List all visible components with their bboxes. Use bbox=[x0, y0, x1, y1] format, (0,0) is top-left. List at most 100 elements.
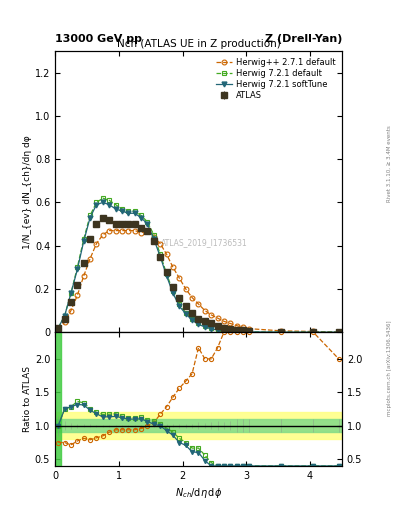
Herwig 7.2.1 softTune bbox=[202, 324, 207, 330]
Herwig 7.2.1 default bbox=[56, 325, 61, 331]
Herwig 7.2.1 default bbox=[311, 329, 316, 335]
Herwig++ 2.7.1 default bbox=[184, 286, 188, 292]
Herwig 7.2.1 softTune bbox=[184, 311, 188, 317]
Herwig 7.2.1 default bbox=[119, 206, 124, 212]
Herwig 7.2.1 default bbox=[62, 313, 67, 319]
Herwig++ 2.7.1 default bbox=[311, 328, 316, 334]
Herwig++ 2.7.1 default bbox=[56, 326, 61, 332]
Herwig++ 2.7.1 default bbox=[171, 264, 175, 270]
Herwig 7.2.1 default bbox=[171, 288, 175, 294]
Y-axis label: Ratio to ATLAS: Ratio to ATLAS bbox=[23, 366, 32, 432]
Line: Herwig 7.2.1 softTune: Herwig 7.2.1 softTune bbox=[56, 200, 341, 334]
Herwig++ 2.7.1 default bbox=[241, 324, 246, 330]
Herwig 7.2.1 default bbox=[177, 301, 182, 307]
Herwig++ 2.7.1 default bbox=[119, 227, 124, 233]
Herwig 7.2.1 softTune bbox=[119, 208, 124, 214]
Herwig++ 2.7.1 default bbox=[222, 318, 226, 325]
Herwig++ 2.7.1 default bbox=[69, 308, 73, 314]
Herwig 7.2.1 default bbox=[151, 232, 156, 238]
Herwig 7.2.1 default bbox=[336, 329, 341, 335]
Herwig 7.2.1 default bbox=[139, 212, 143, 219]
Text: Z (Drell-Yan): Z (Drell-Yan) bbox=[264, 33, 342, 44]
Herwig 7.2.1 softTune bbox=[171, 290, 175, 296]
Herwig 7.2.1 softTune bbox=[215, 327, 220, 333]
Herwig 7.2.1 default bbox=[158, 251, 163, 258]
Herwig 7.2.1 softTune bbox=[81, 238, 86, 244]
Herwig 7.2.1 default bbox=[126, 208, 131, 214]
Herwig 7.2.1 default bbox=[132, 208, 137, 214]
Herwig 7.2.1 default bbox=[164, 271, 169, 277]
Bar bbox=[55, 419, 342, 433]
Herwig 7.2.1 softTune bbox=[126, 210, 131, 217]
Herwig 7.2.1 softTune bbox=[228, 328, 233, 334]
Y-axis label: 1/N_{ev} dN_{ch}/dη dφ: 1/N_{ev} dN_{ch}/dη dφ bbox=[23, 135, 32, 248]
Text: ATLAS_2019_I1736531: ATLAS_2019_I1736531 bbox=[161, 238, 248, 247]
Herwig 7.2.1 softTune bbox=[279, 329, 284, 335]
Herwig 7.2.1 softTune bbox=[196, 322, 201, 328]
Herwig 7.2.1 softTune bbox=[177, 303, 182, 309]
Herwig 7.2.1 softTune bbox=[101, 199, 105, 205]
Herwig 7.2.1 softTune bbox=[75, 266, 80, 272]
Herwig 7.2.1 softTune bbox=[94, 202, 99, 208]
Herwig++ 2.7.1 default bbox=[202, 308, 207, 314]
Bar bbox=[55, 332, 61, 466]
Legend: Herwig++ 2.7.1 default, Herwig 7.2.1 default, Herwig 7.2.1 softTune, ATLAS: Herwig++ 2.7.1 default, Herwig 7.2.1 def… bbox=[213, 55, 338, 102]
Herwig++ 2.7.1 default bbox=[81, 273, 86, 279]
Herwig++ 2.7.1 default bbox=[151, 234, 156, 240]
Herwig++ 2.7.1 default bbox=[215, 315, 220, 321]
Herwig++ 2.7.1 default bbox=[126, 227, 131, 233]
Herwig 7.2.1 softTune bbox=[158, 253, 163, 260]
Herwig 7.2.1 softTune bbox=[241, 329, 246, 335]
Herwig 7.2.1 default bbox=[75, 264, 80, 270]
Herwig 7.2.1 default bbox=[101, 195, 105, 201]
Herwig 7.2.1 softTune bbox=[107, 202, 112, 208]
Herwig++ 2.7.1 default bbox=[196, 301, 201, 307]
Herwig 7.2.1 softTune bbox=[132, 210, 137, 217]
Line: Herwig 7.2.1 default: Herwig 7.2.1 default bbox=[56, 196, 341, 334]
Herwig++ 2.7.1 default bbox=[113, 227, 118, 233]
Herwig++ 2.7.1 default bbox=[336, 329, 341, 335]
Bar bbox=[55, 412, 342, 439]
Herwig++ 2.7.1 default bbox=[94, 241, 99, 247]
Text: 13000 GeV pp: 13000 GeV pp bbox=[55, 33, 142, 44]
Herwig 7.2.1 default bbox=[190, 316, 195, 322]
Herwig 7.2.1 softTune bbox=[209, 326, 213, 332]
Herwig 7.2.1 default bbox=[247, 329, 252, 335]
Herwig 7.2.1 softTune bbox=[88, 215, 92, 221]
Herwig 7.2.1 softTune bbox=[234, 328, 239, 334]
Herwig++ 2.7.1 default bbox=[234, 323, 239, 329]
Herwig 7.2.1 softTune bbox=[139, 215, 143, 221]
Herwig 7.2.1 softTune bbox=[145, 221, 150, 227]
Herwig 7.2.1 default bbox=[222, 327, 226, 333]
Herwig 7.2.1 softTune bbox=[62, 313, 67, 319]
Title: Nch (ATLAS UE in Z production): Nch (ATLAS UE in Z production) bbox=[117, 39, 280, 49]
Herwig 7.2.1 default bbox=[215, 327, 220, 333]
Herwig++ 2.7.1 default bbox=[62, 319, 67, 326]
Text: mcplots.cern.ch [arXiv:1306.3436]: mcplots.cern.ch [arXiv:1306.3436] bbox=[387, 321, 392, 416]
Herwig++ 2.7.1 default bbox=[158, 241, 163, 247]
Line: Herwig++ 2.7.1 default: Herwig++ 2.7.1 default bbox=[56, 228, 341, 334]
Herwig 7.2.1 softTune bbox=[222, 328, 226, 334]
Herwig 7.2.1 default bbox=[234, 328, 239, 334]
Herwig 7.2.1 default bbox=[88, 212, 92, 219]
Herwig 7.2.1 default bbox=[145, 219, 150, 225]
Herwig 7.2.1 softTune bbox=[151, 236, 156, 242]
Herwig++ 2.7.1 default bbox=[139, 230, 143, 236]
Herwig 7.2.1 softTune bbox=[247, 329, 252, 335]
Herwig 7.2.1 softTune bbox=[336, 329, 341, 335]
Herwig 7.2.1 default bbox=[107, 197, 112, 203]
Herwig++ 2.7.1 default bbox=[88, 255, 92, 262]
Herwig++ 2.7.1 default bbox=[145, 227, 150, 233]
Herwig++ 2.7.1 default bbox=[209, 312, 213, 318]
Herwig 7.2.1 default bbox=[184, 310, 188, 316]
Herwig 7.2.1 default bbox=[202, 323, 207, 329]
Herwig++ 2.7.1 default bbox=[190, 294, 195, 301]
Herwig++ 2.7.1 default bbox=[247, 326, 252, 332]
Herwig 7.2.1 default bbox=[69, 290, 73, 296]
Herwig 7.2.1 default bbox=[209, 325, 213, 331]
Herwig++ 2.7.1 default bbox=[101, 232, 105, 238]
Herwig++ 2.7.1 default bbox=[279, 328, 284, 334]
Herwig 7.2.1 softTune bbox=[113, 206, 118, 212]
Herwig++ 2.7.1 default bbox=[107, 227, 112, 233]
Herwig 7.2.1 softTune bbox=[56, 325, 61, 331]
